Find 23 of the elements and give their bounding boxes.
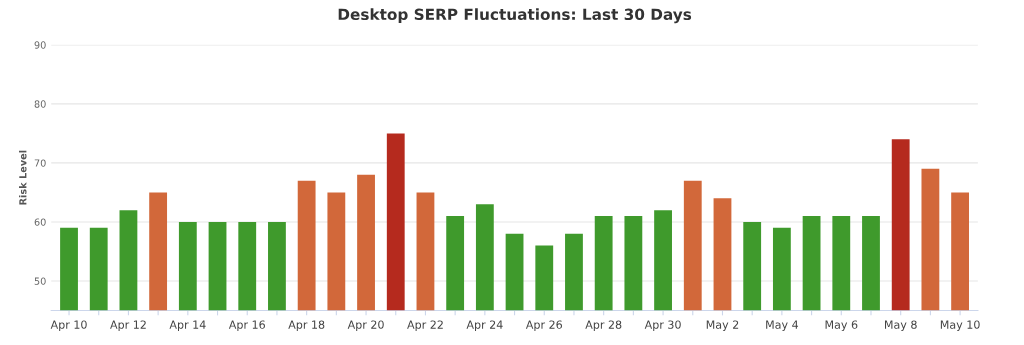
y-tick-label: 60 — [34, 218, 46, 226]
x-tick-label: Apr 14 — [169, 320, 206, 331]
x-tick-label: May 2 — [706, 320, 739, 331]
x-tick-label: Apr 22 — [407, 320, 443, 331]
y-axis-title: Risk Level — [19, 150, 27, 205]
x-tick-label: May 8 — [885, 320, 917, 331]
x-tick-label: Apr 20 — [347, 320, 384, 331]
x-tick-label: May 4 — [766, 320, 799, 331]
x-tick-label: Apr 10 — [50, 320, 87, 331]
x-tick-label: Apr 18 — [288, 320, 325, 331]
x-tick-label: Apr 16 — [228, 320, 265, 331]
x-tick-label: Apr 26 — [525, 320, 563, 331]
y-tick-label: 80 — [34, 100, 46, 108]
x-tick-label: May 10 — [940, 320, 980, 331]
y-tick-label: 50 — [34, 277, 46, 285]
x-tick-label: May 6 — [825, 320, 858, 331]
chart-title: Desktop SERP Fluctuations: Last 30 Days — [338, 8, 692, 24]
y-tick-label: 70 — [34, 159, 46, 167]
x-tick-label: Apr 30 — [644, 320, 681, 331]
x-tick-label: Apr 12 — [110, 320, 146, 331]
x-tick-label: Apr 28 — [585, 320, 622, 331]
x-tick-label: Apr 24 — [466, 320, 503, 331]
y-tick-label: 90 — [34, 41, 46, 49]
